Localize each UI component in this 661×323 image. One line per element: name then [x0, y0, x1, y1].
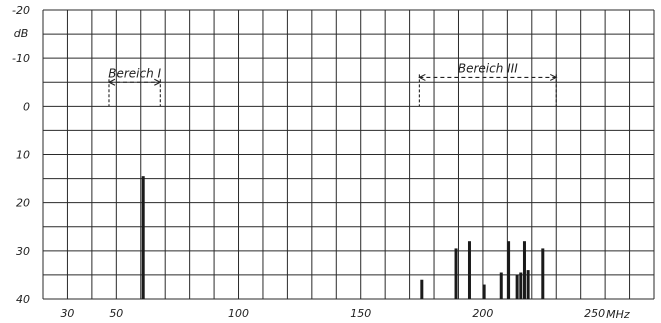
range-arrow-left	[107, 78, 116, 86]
range-bracket: Bereich III	[418, 61, 558, 107]
range-label: Bereich III	[458, 61, 518, 75]
signal-bar	[454, 248, 458, 299]
y-tick-label: 20	[16, 197, 30, 210]
range-arrow-right	[154, 78, 162, 86]
y-tick-label: 0	[23, 100, 30, 113]
signal-bar	[420, 279, 424, 299]
signal-bar	[519, 272, 523, 299]
signal-bar	[499, 272, 503, 299]
signal-bar	[482, 284, 486, 299]
x-tick-label: 50	[109, 307, 123, 320]
y-axis-ticks: -20 -10 0 10 20 30 40	[12, 4, 30, 306]
range-arrow-left	[418, 73, 426, 81]
range-label: Bereich I	[108, 66, 161, 80]
y-axis-unit: dB	[14, 27, 29, 40]
signal-bar	[541, 248, 545, 299]
y-tick-label: -20	[12, 4, 30, 17]
y-tick-label: 40	[16, 293, 30, 306]
signal-bar	[467, 241, 471, 299]
signal-bars	[141, 176, 545, 299]
signal-bar	[507, 241, 511, 299]
x-axis-unit: MHz	[606, 308, 630, 321]
signal-bar	[526, 270, 530, 299]
frequency-ranges: Bereich I Bereich III	[107, 61, 558, 107]
grid	[42, 9, 655, 300]
x-tick-label: 100	[228, 307, 249, 320]
range-arrow-right	[549, 73, 558, 81]
y-tick-label: -10	[12, 52, 30, 65]
y-tick-label: 30	[16, 245, 30, 258]
x-tick-label: 150	[350, 307, 371, 320]
x-tick-label: 250	[584, 307, 605, 320]
y-tick-label: 10	[16, 149, 30, 162]
signal-bar	[522, 241, 526, 299]
x-tick-label: 30	[60, 307, 74, 320]
x-tick-label: 200	[472, 307, 493, 320]
signal-bar	[141, 176, 145, 299]
signal-bar	[515, 274, 519, 299]
x-axis-ticks: 30 50 100 150 200 250	[60, 307, 605, 320]
range-bracket: Bereich I	[107, 66, 162, 107]
